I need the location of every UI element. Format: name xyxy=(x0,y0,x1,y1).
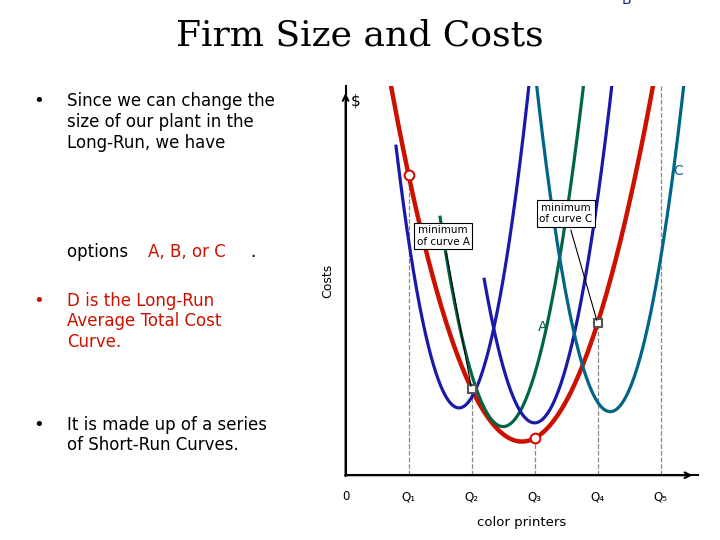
Text: C: C xyxy=(673,164,683,178)
Text: minimum
of curve C: minimum of curve C xyxy=(539,202,597,320)
Text: Q₅: Q₅ xyxy=(654,490,667,503)
Text: A, B, or C: A, B, or C xyxy=(148,243,225,261)
Text: •: • xyxy=(34,416,45,434)
Text: $: $ xyxy=(351,94,361,109)
Text: Q₂: Q₂ xyxy=(464,490,479,503)
Text: Costs: Costs xyxy=(321,264,335,298)
Text: D is the Long-Run
Average Total Cost
Curve.: D is the Long-Run Average Total Cost Cur… xyxy=(67,292,221,351)
Text: Q₁: Q₁ xyxy=(402,490,415,503)
Text: Q₃: Q₃ xyxy=(528,490,541,503)
Text: •: • xyxy=(34,292,45,309)
Text: color printers: color printers xyxy=(477,516,567,529)
Text: •: • xyxy=(34,92,45,110)
Text: A: A xyxy=(538,320,547,334)
Text: Q₄: Q₄ xyxy=(590,490,605,503)
Text: minimum
of curve A: minimum of curve A xyxy=(417,225,471,386)
Text: .: . xyxy=(251,243,256,261)
Text: Firm Size and Costs: Firm Size and Costs xyxy=(176,19,544,53)
Text: Since we can change the
size of our plant in the
Long-Run, we have: Since we can change the size of our plan… xyxy=(67,92,275,152)
Text: B: B xyxy=(621,0,631,6)
Text: options: options xyxy=(67,243,133,261)
Text: It is made up of a series
of Short-Run Curves.: It is made up of a series of Short-Run C… xyxy=(67,416,267,454)
Text: 0: 0 xyxy=(342,490,349,503)
